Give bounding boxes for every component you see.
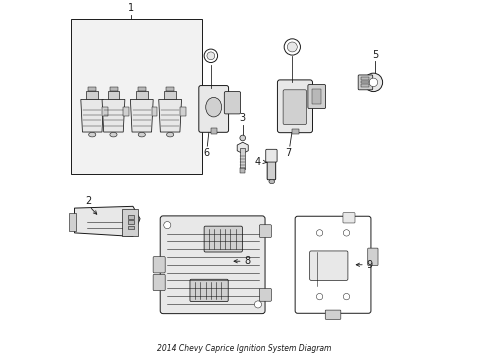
Bar bbox=[122, 209, 138, 236]
Bar bbox=[210, 129, 217, 134]
Bar bbox=[180, 107, 185, 116]
Bar bbox=[71, 19, 202, 175]
Text: 1: 1 bbox=[128, 3, 134, 13]
FancyBboxPatch shape bbox=[153, 274, 165, 291]
FancyBboxPatch shape bbox=[357, 75, 372, 90]
Circle shape bbox=[163, 221, 170, 229]
Ellipse shape bbox=[284, 39, 300, 55]
Bar bbox=[107, 91, 119, 99]
Bar bbox=[136, 91, 147, 99]
Bar bbox=[291, 129, 299, 134]
Bar bbox=[361, 77, 368, 80]
FancyBboxPatch shape bbox=[224, 91, 240, 114]
Bar bbox=[102, 107, 108, 116]
FancyBboxPatch shape bbox=[160, 216, 264, 314]
Polygon shape bbox=[130, 99, 153, 132]
Bar bbox=[123, 107, 129, 116]
Circle shape bbox=[316, 230, 322, 236]
Ellipse shape bbox=[88, 132, 96, 137]
Text: 4: 4 bbox=[255, 157, 261, 167]
Bar bbox=[361, 81, 368, 83]
Circle shape bbox=[343, 230, 349, 236]
Bar bbox=[151, 107, 157, 116]
FancyBboxPatch shape bbox=[283, 90, 306, 125]
Polygon shape bbox=[74, 206, 140, 237]
Circle shape bbox=[254, 301, 261, 308]
Bar bbox=[127, 215, 134, 219]
Text: 2: 2 bbox=[84, 195, 91, 206]
FancyBboxPatch shape bbox=[203, 226, 242, 252]
Text: 7: 7 bbox=[285, 148, 291, 158]
Text: 3: 3 bbox=[239, 113, 245, 123]
FancyBboxPatch shape bbox=[342, 213, 354, 223]
Bar bbox=[240, 168, 244, 173]
Bar bbox=[361, 85, 368, 87]
Circle shape bbox=[316, 293, 322, 300]
Ellipse shape bbox=[110, 132, 117, 137]
FancyBboxPatch shape bbox=[295, 216, 370, 313]
Ellipse shape bbox=[166, 132, 173, 137]
Bar bbox=[127, 220, 134, 224]
Bar bbox=[86, 91, 98, 99]
FancyBboxPatch shape bbox=[189, 279, 228, 302]
Ellipse shape bbox=[203, 49, 217, 63]
Polygon shape bbox=[237, 142, 248, 154]
Bar bbox=[166, 87, 174, 91]
Text: 2014 Chevy Caprice Ignition System Diagram: 2014 Chevy Caprice Ignition System Diagr… bbox=[157, 344, 331, 353]
Bar bbox=[127, 226, 134, 229]
Ellipse shape bbox=[364, 73, 382, 91]
Bar bbox=[109, 87, 118, 91]
FancyBboxPatch shape bbox=[259, 225, 271, 238]
Ellipse shape bbox=[287, 42, 297, 52]
Bar bbox=[164, 91, 176, 99]
Ellipse shape bbox=[368, 78, 377, 87]
FancyBboxPatch shape bbox=[265, 149, 277, 162]
FancyBboxPatch shape bbox=[277, 80, 312, 133]
FancyBboxPatch shape bbox=[259, 288, 271, 301]
FancyBboxPatch shape bbox=[199, 86, 228, 132]
Ellipse shape bbox=[206, 52, 214, 60]
Circle shape bbox=[343, 293, 349, 300]
Ellipse shape bbox=[268, 179, 274, 184]
Text: 5: 5 bbox=[371, 50, 377, 60]
Text: 6: 6 bbox=[203, 148, 209, 158]
Text: 9: 9 bbox=[366, 260, 372, 270]
FancyBboxPatch shape bbox=[309, 251, 347, 280]
Text: 8: 8 bbox=[244, 256, 250, 266]
Polygon shape bbox=[102, 99, 124, 132]
Bar bbox=[69, 213, 76, 231]
Bar bbox=[138, 87, 146, 91]
Polygon shape bbox=[159, 99, 181, 132]
FancyBboxPatch shape bbox=[325, 310, 340, 319]
Bar bbox=[311, 89, 321, 104]
FancyBboxPatch shape bbox=[153, 257, 165, 273]
Ellipse shape bbox=[240, 135, 245, 141]
Bar bbox=[240, 148, 244, 169]
Ellipse shape bbox=[138, 132, 145, 137]
FancyBboxPatch shape bbox=[367, 248, 377, 265]
FancyBboxPatch shape bbox=[307, 85, 325, 109]
Polygon shape bbox=[81, 99, 103, 132]
FancyBboxPatch shape bbox=[266, 158, 275, 180]
Bar bbox=[88, 87, 96, 91]
Ellipse shape bbox=[205, 98, 221, 117]
